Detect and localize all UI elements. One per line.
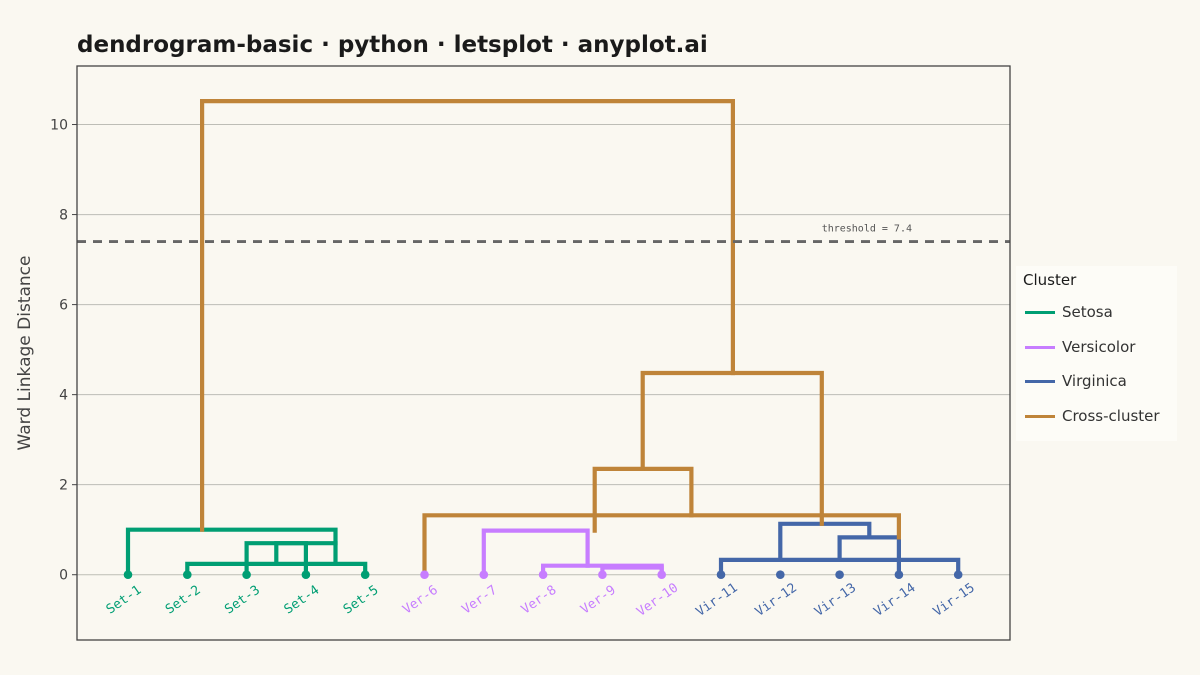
- y-tick-label: 10: [50, 118, 68, 134]
- leaf-marker: [123, 570, 133, 580]
- legend-label-versicolor: Versicolor: [1062, 338, 1136, 356]
- dendrogram-link: [422, 513, 902, 577]
- chart-title: dendrogram-basic · python · letsplot · a…: [77, 32, 708, 58]
- legend-title: Cluster: [1023, 271, 1077, 289]
- legend-swatch-virginica: [1025, 380, 1055, 383]
- legend-label-virginica: Virginica: [1062, 372, 1127, 390]
- y-axis-label: Ward Linkage Distance: [15, 256, 35, 451]
- threshold-layer: threshold = 7.4: [77, 224, 1010, 243]
- threshold-label: threshold = 7.4: [822, 224, 912, 235]
- leaf-marker: [894, 570, 904, 580]
- leaf-markers: [123, 570, 963, 580]
- leaf-marker: [835, 570, 844, 580]
- legend-label-setosa: Setosa: [1062, 303, 1113, 321]
- dendrogram-link: [274, 541, 338, 567]
- leaf-marker: [776, 570, 785, 580]
- legend-item-versicolor: Versicolor: [1023, 337, 1173, 357]
- leaf-marker: [360, 570, 370, 580]
- y-tick-label: 8: [59, 208, 68, 224]
- leaf-marker: [538, 570, 548, 580]
- dendrogram-link: [125, 527, 338, 577]
- legend-item-cross-cluster: Cross-cluster: [1023, 406, 1173, 426]
- legend-label-cross-cluster: Cross-cluster: [1062, 407, 1160, 425]
- leaf-marker: [242, 570, 251, 580]
- leaf-marker: [183, 570, 192, 580]
- legend-swatch-setosa: [1025, 311, 1055, 314]
- legend-swatch-cross-cluster: [1025, 415, 1055, 418]
- y-tick-label: 6: [59, 298, 68, 314]
- legend-item-virginica: Virginica: [1023, 371, 1173, 391]
- leaf-marker: [716, 570, 726, 580]
- y-axis-ticks: 0 2 4 6 8 10: [50, 118, 77, 584]
- leaf-marker: [420, 570, 429, 580]
- leaf-marker: [953, 570, 963, 580]
- dendrogram-link: [200, 98, 736, 532]
- y-tick-label: 0: [59, 568, 68, 584]
- leaf-marker: [479, 570, 489, 580]
- legend: Cluster Setosa Versicolor Virginica Cros…: [1016, 266, 1177, 441]
- leaf-marker: [301, 570, 311, 580]
- dendrogram-link: [778, 521, 872, 563]
- plot-border: [76, 65, 1011, 641]
- leaf-marker: [657, 570, 666, 580]
- leaf-marker: [598, 570, 607, 580]
- y-tick-label: 4: [59, 388, 68, 404]
- legend-swatch-versicolor: [1025, 346, 1055, 349]
- dendrogram-link: [481, 528, 590, 577]
- y-tick-label: 2: [59, 478, 68, 494]
- legend-item-setosa: Setosa: [1023, 302, 1173, 322]
- dendrogram-links: [125, 98, 961, 577]
- plot-background: [77, 66, 1010, 640]
